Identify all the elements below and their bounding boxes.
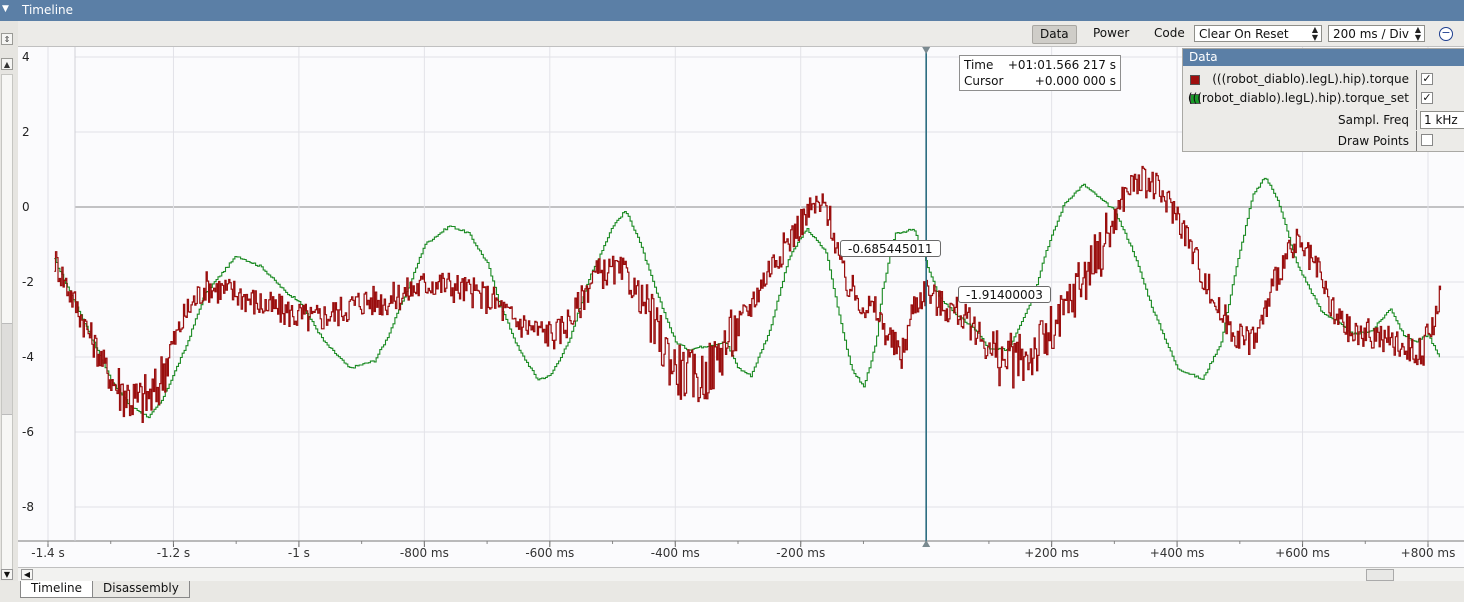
torque-set-visible-checkbox[interactable]: ✓ xyxy=(1421,91,1433,104)
timeline-chart[interactable]: 4 2 0 -2 -4 -6 -8 -1.4 s -1.2 s -1 s -800 ms -600 m… xyxy=(18,47,1464,567)
y-tick-label: -2 xyxy=(22,275,34,289)
scroll-corner: ▼ xyxy=(0,567,18,581)
y-tick-label: 4 xyxy=(22,50,30,64)
select-arrows-icon: ▲ ▼ xyxy=(1311,25,1318,42)
x-tick-label: +800 ms xyxy=(1401,546,1456,560)
legend-row-torque: (((robot_diablo).legL).hip).torque ✓ xyxy=(1183,70,1464,90)
torque-series-name: (((robot_diablo).legL).hip).torque xyxy=(1212,72,1409,86)
horizontal-scrollbar[interactable]: ◀ xyxy=(18,567,1464,581)
cursor-top-marker xyxy=(922,47,931,54)
x-tick-label: +200 ms xyxy=(1024,546,1079,560)
vertical-scroll-thumb[interactable] xyxy=(2,323,12,415)
tab-disassembly[interactable]: Disassembly xyxy=(92,581,190,598)
red-value-label: -1.91400003 xyxy=(958,286,1051,303)
code-button[interactable]: Code xyxy=(1154,26,1185,40)
power-button[interactable]: Power xyxy=(1093,26,1130,40)
column-divider xyxy=(1416,89,1417,109)
torque-visible-checkbox[interactable]: ✓ xyxy=(1421,72,1433,85)
time-div-value: 200 ms / Div xyxy=(1333,27,1410,41)
x-tick-label: -200 ms xyxy=(776,546,825,560)
scroll-left-icon[interactable]: ◀ xyxy=(21,569,33,580)
horizontal-scroll-thumb[interactable] xyxy=(1366,569,1394,581)
window-title: Timeline xyxy=(22,3,74,17)
draw-points-checkbox[interactable] xyxy=(1421,134,1433,146)
sampl-freq-select[interactable]: 1 kHz xyxy=(1420,111,1464,129)
window-titlebar: ▼ Timeline xyxy=(0,0,1464,21)
y-tick-label: -4 xyxy=(22,350,34,364)
y-tick-label: -6 xyxy=(22,425,34,439)
time-label: Time xyxy=(964,58,994,72)
cursor-info-box: Time +01:01.566 217 s Cursor +0.000 000 … xyxy=(959,55,1121,91)
x-tick-label: -1 s xyxy=(288,546,310,560)
scroll-up-icon[interactable]: ▲ xyxy=(1,58,13,70)
column-divider xyxy=(1416,70,1417,90)
y-tick-label: 2 xyxy=(22,125,30,139)
x-tick-label: +600 ms xyxy=(1275,546,1330,560)
left-scroll-strip: ⇕ ▲ xyxy=(0,21,19,581)
time-value: +01:01.566 217 s xyxy=(1007,58,1116,72)
draw-points-label: Draw Points xyxy=(1337,134,1409,148)
torque-swatch[interactable] xyxy=(1190,75,1200,85)
x-tick-label: -1.4 s xyxy=(31,546,64,560)
select-arrows-icon: ▲ ▼ xyxy=(1414,25,1421,42)
x-tick-label: -600 ms xyxy=(525,546,574,560)
data-legend-panel: Data (((robot_diablo).legL).hip).torque … xyxy=(1182,48,1464,152)
x-tick-label: -800 ms xyxy=(400,546,449,560)
column-divider xyxy=(1416,131,1417,151)
sampl-freq-row: Sampl. Freq 1 kHz xyxy=(1183,110,1464,130)
cursor-value: +0.000 000 s xyxy=(1034,74,1116,88)
time-div-select[interactable]: 200 ms / Div ▲ ▼ xyxy=(1328,25,1425,42)
data-button[interactable]: Data xyxy=(1032,25,1077,44)
y-tick-label: -8 xyxy=(22,500,34,514)
cursor-label: Cursor xyxy=(964,74,1004,88)
y-tick-label: 0 xyxy=(22,200,30,214)
zoom-out-icon[interactable]: − xyxy=(1439,27,1453,41)
torque-set-series-line xyxy=(54,177,1440,419)
data-panel-title: Data xyxy=(1183,49,1464,66)
x-tick-label: -1.2 s xyxy=(157,546,190,560)
collapse-caret-icon[interactable]: ▼ xyxy=(2,4,9,14)
draw-points-row: Draw Points xyxy=(1183,131,1464,151)
x-tick-label: +400 ms xyxy=(1150,546,1205,560)
green-value-label: -0.685445011 xyxy=(840,240,941,257)
torque-set-series-name: (((robot_diablo).legL).hip).torque_set xyxy=(1187,91,1409,105)
torque-set-swatch[interactable] xyxy=(1190,94,1200,104)
scroll-down-icon[interactable]: ▼ xyxy=(1,569,13,580)
x-tick-label: -400 ms xyxy=(651,546,700,560)
scroll-stepper-icon[interactable]: ⇕ xyxy=(1,33,13,45)
reset-mode-select[interactable]: Clear On Reset ▲ ▼ xyxy=(1194,25,1322,42)
tab-timeline[interactable]: Timeline xyxy=(20,581,94,598)
vertical-scrollbar[interactable] xyxy=(1,74,13,574)
cursor-bottom-marker xyxy=(922,540,931,547)
torque-series-line xyxy=(54,165,1442,423)
reset-mode-value: Clear On Reset xyxy=(1199,27,1289,41)
bottom-tab-bar: Timeline Disassembly xyxy=(0,581,1464,602)
column-divider xyxy=(1416,110,1417,130)
sampl-freq-label: Sampl. Freq xyxy=(1338,113,1409,127)
legend-row-torque-set: (((robot_diablo).legL).hip).torque_set ✓ xyxy=(1183,89,1464,109)
timeline-toolbar: Data Power Code Clear On Reset ▲ ▼ 200 ms… xyxy=(18,21,1464,46)
